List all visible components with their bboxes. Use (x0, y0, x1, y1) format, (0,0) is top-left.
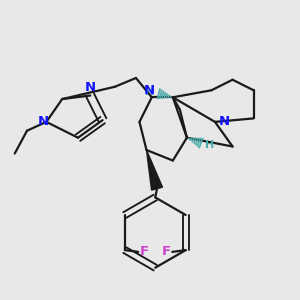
Polygon shape (146, 150, 162, 190)
Text: N: N (218, 116, 230, 128)
Text: H: H (205, 140, 214, 150)
Text: H: H (146, 87, 154, 97)
Text: N: N (85, 81, 96, 94)
Text: N: N (38, 116, 49, 128)
Text: F: F (162, 245, 171, 258)
Text: F: F (140, 245, 149, 258)
Text: N: N (143, 85, 155, 98)
